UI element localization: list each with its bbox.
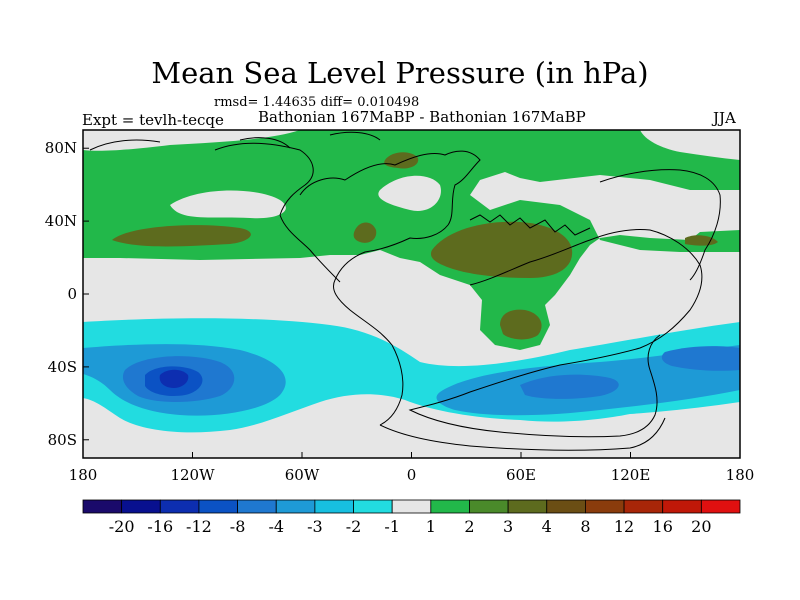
colorbar-swatch <box>159 499 200 514</box>
contour-region-neutral-pacific <box>170 190 286 219</box>
colorbar-swatch <box>391 499 432 514</box>
colorbar-label: 8 <box>580 517 590 536</box>
x-tick-label: 60W <box>285 466 320 484</box>
colorbar-label: -20 <box>109 517 135 536</box>
colorbar-label: -1 <box>384 517 400 536</box>
colorbar-label: -8 <box>230 517 246 536</box>
x-tick-label: 60E <box>506 466 536 484</box>
colorbar-swatch <box>662 499 702 514</box>
coastline-gondwana <box>408 229 703 438</box>
contour-low-spacific-center <box>159 369 189 388</box>
y-tick-label: 0 <box>67 285 77 303</box>
colorbar-swatch <box>121 499 161 514</box>
experiment-label: Expt = tevlh-tecqe <box>82 111 224 129</box>
coastline-tethys-islands <box>469 214 591 236</box>
x-axis: 180 120W 60W 0 60E 120E 180 <box>69 452 755 484</box>
coastline-north-america <box>214 142 341 283</box>
subtitle: Bathonian 167MaBP - Bathonian 167MaBP <box>258 108 586 126</box>
colorbar-label: 3 <box>503 517 513 536</box>
contour-region-positive-north <box>83 130 740 350</box>
colorbar-label: 16 <box>653 517 673 536</box>
colorbar-swatch <box>314 499 354 514</box>
colorbar-label: 4 <box>542 517 552 536</box>
colorbar-swatch <box>585 499 625 514</box>
coastline-arctic-islands <box>89 131 381 151</box>
colorbar-swatch <box>82 499 123 514</box>
contour-max-natl <box>353 222 377 243</box>
colorbar-label: -4 <box>268 517 284 536</box>
season-label: JJA <box>713 109 736 127</box>
contour-max-npacific <box>112 225 251 247</box>
coastline-laurasia-west <box>299 150 481 426</box>
colorbar-label: -12 <box>186 517 212 536</box>
colorbar-label: 2 <box>464 517 474 536</box>
coastlines <box>89 131 721 451</box>
colorbar-swatch <box>198 499 238 514</box>
colorbar-swatch <box>623 499 664 514</box>
contour-region-neutral-atlantic <box>378 175 441 211</box>
coastline-antarctica <box>379 417 666 451</box>
colorbar-label: -16 <box>147 517 173 536</box>
colorbar-swatch <box>507 499 548 514</box>
y-axis: 80N 40N 0 40S 80S <box>45 139 89 449</box>
colorbar-label: 20 <box>691 517 711 536</box>
contour-low-sindian-east <box>661 346 740 371</box>
x-tick-label: 180 <box>69 466 98 484</box>
y-tick-label: 40N <box>45 212 77 230</box>
contour-field <box>83 130 740 458</box>
colorbar: -20 -16 -12 -8 -4 -3 -2 -1 1 2 3 4 8 12 16 20 <box>82 499 741 536</box>
x-tick-label: 0 <box>407 466 417 484</box>
y-tick-label: 80S <box>48 431 77 449</box>
colorbar-label: -3 <box>307 517 323 536</box>
colorbar-swatch <box>353 499 393 514</box>
rmsd-stats: rmsd= 1.44635 diff= 0.010498 <box>214 95 420 110</box>
x-tick-label: 180 <box>726 466 755 484</box>
contour-region-neutral-arctic <box>83 130 300 151</box>
colorbar-swatch <box>700 499 741 514</box>
colorbar-swatch <box>546 499 586 514</box>
colorbar-label: 1 <box>426 517 436 536</box>
colorbar-swatch <box>469 499 509 514</box>
x-tick-label: 120W <box>170 466 215 484</box>
chart-title: Mean Sea Level Pressure (in hPa) <box>151 56 649 90</box>
contour-region-neutral-ne <box>640 130 740 160</box>
y-tick-label: 80N <box>45 139 77 157</box>
contour-max-europe <box>430 221 573 278</box>
colorbar-label: -2 <box>346 517 362 536</box>
contour-low-sindian-mid <box>520 374 619 399</box>
colorbar-swatch <box>237 499 277 514</box>
colorbar-swatch <box>430 499 470 514</box>
colorbar-swatch <box>275 499 316 514</box>
contour-max-safrica <box>500 309 542 340</box>
coastline-asia-east <box>599 169 721 281</box>
y-tick-label: 40S <box>48 358 77 376</box>
x-tick-label: 120E <box>611 466 651 484</box>
colorbar-label: 12 <box>614 517 634 536</box>
